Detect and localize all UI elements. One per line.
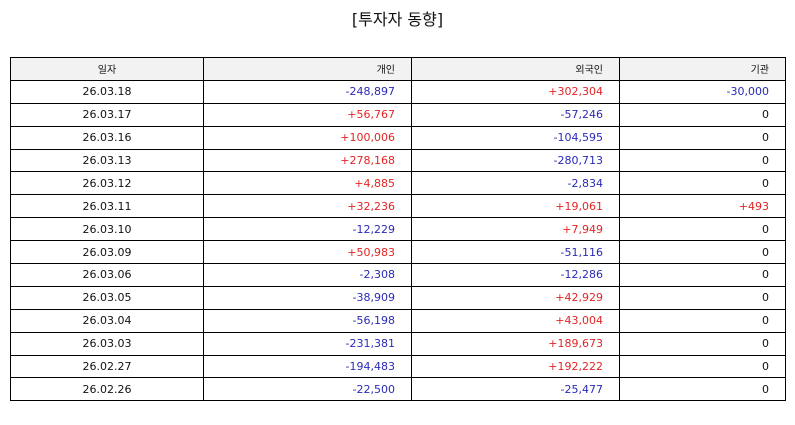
cell-individual: +32,236 xyxy=(203,194,412,219)
cell-foreign: -2,834 xyxy=(411,171,620,196)
cell-date: 26.03.18 xyxy=(10,79,204,104)
cell-date: 26.03.12 xyxy=(10,171,204,196)
cell-individual: -231,381 xyxy=(203,331,412,356)
table-row: 26.02.27 -194,483 +192,222 0 xyxy=(10,354,786,379)
cell-date: 26.03.03 xyxy=(10,331,204,356)
column-header-individual: 개인 xyxy=(203,57,412,81)
cell-individual: -194,483 xyxy=(203,354,412,379)
investor-trend-table: 일자 개인 외국인 기관 26.03.18 -248,897 +302,304 -30… xyxy=(10,57,786,402)
cell-date: 26.03.09 xyxy=(10,240,204,265)
table-row: 26.02.26 -22,500 -25,477 0 xyxy=(10,377,786,402)
cell-foreign: +19,061 xyxy=(411,194,620,219)
table-row: 26.03.06 -2,308 -12,286 0 xyxy=(10,263,786,287)
cell-date: 26.02.26 xyxy=(10,377,204,402)
cell-individual: +4,885 xyxy=(203,171,412,196)
cell-individual: -12,229 xyxy=(203,217,412,242)
cell-date: 26.03.17 xyxy=(10,102,204,127)
cell-institution: 0 xyxy=(619,171,786,196)
column-header-institution: 기관 xyxy=(619,57,786,81)
cell-date: 26.03.05 xyxy=(10,285,204,310)
cell-institution: 0 xyxy=(619,148,786,173)
cell-institution: 0 xyxy=(619,217,786,242)
cell-institution: 0 xyxy=(619,377,786,402)
cell-foreign: +192,222 xyxy=(411,354,620,379)
cell-foreign: -104,595 xyxy=(411,125,620,150)
cell-institution: 0 xyxy=(619,354,786,379)
table-row: 26.03.03 -231,381 +189,673 0 xyxy=(10,331,786,356)
cell-individual: +50,983 xyxy=(203,240,412,265)
column-header-foreign: 외국인 xyxy=(411,57,620,81)
cell-date: 26.03.13 xyxy=(10,148,204,173)
cell-institution: 0 xyxy=(619,125,786,150)
cell-institution: 0 xyxy=(619,102,786,127)
table-row: 26.03.10 -12,229 +7,949 0 xyxy=(10,217,786,242)
table-body: 26.03.18 -248,897 +302,304 -30,000 26.03.17 +… xyxy=(10,79,786,402)
cell-individual: +278,168 xyxy=(203,148,412,173)
cell-individual: +100,006 xyxy=(203,125,412,150)
cell-individual: -248,897 xyxy=(203,79,412,104)
cell-foreign: -25,477 xyxy=(411,377,620,402)
column-header-date: 일자 xyxy=(10,57,204,81)
table-row: 26.03.18 -248,897 +302,304 -30,000 xyxy=(10,79,786,104)
table-row: 26.03.13 +278,168 -280,713 0 xyxy=(10,148,786,173)
cell-foreign: +42,929 xyxy=(411,285,620,310)
table-row: 26.03.05 -38,909 +42,929 0 xyxy=(10,285,786,310)
cell-institution: 0 xyxy=(619,263,786,287)
cell-date: 26.03.04 xyxy=(10,308,204,333)
table-row: 26.03.17 +56,767 -57,246 0 xyxy=(10,102,786,127)
cell-individual: -22,500 xyxy=(203,377,412,402)
table-header-row: 일자 개인 외국인 기관 xyxy=(10,57,786,81)
table-row: 26.03.11 +32,236 +19,061 +493 xyxy=(10,194,786,219)
table-row: 26.03.04 -56,198 +43,004 0 xyxy=(10,308,786,333)
cell-institution: 0 xyxy=(619,331,786,356)
cell-date: 26.03.11 xyxy=(10,194,204,219)
cell-foreign: +7,949 xyxy=(411,217,620,242)
cell-foreign: -280,713 xyxy=(411,148,620,173)
cell-individual: -2,308 xyxy=(203,263,412,287)
cell-individual: +56,767 xyxy=(203,102,412,127)
cell-foreign: +43,004 xyxy=(411,308,620,333)
cell-institution: 0 xyxy=(619,285,786,310)
cell-institution: -30,000 xyxy=(619,79,786,104)
cell-foreign: +302,304 xyxy=(411,79,620,104)
cell-institution: +493 xyxy=(619,194,786,219)
cell-foreign: -51,116 xyxy=(411,240,620,265)
cell-date: 26.02.27 xyxy=(10,354,204,379)
cell-date: 26.03.10 xyxy=(10,217,204,242)
page-title: [투자자 동향] xyxy=(351,10,444,29)
cell-individual: -38,909 xyxy=(203,285,412,310)
table-row: 26.03.12 +4,885 -2,834 0 xyxy=(10,171,786,196)
table-row: 26.03.09 +50,983 -51,116 0 xyxy=(10,240,786,265)
cell-institution: 0 xyxy=(619,308,786,333)
cell-individual: -56,198 xyxy=(203,308,412,333)
table-row: 26.03.16 +100,006 -104,595 0 xyxy=(10,125,786,150)
cell-foreign: -12,286 xyxy=(411,263,620,287)
cell-date: 26.03.16 xyxy=(10,125,204,150)
cell-date: 26.03.06 xyxy=(10,263,204,287)
cell-foreign: -57,246 xyxy=(411,102,620,127)
cell-institution: 0 xyxy=(619,240,786,265)
cell-foreign: +189,673 xyxy=(411,331,620,356)
